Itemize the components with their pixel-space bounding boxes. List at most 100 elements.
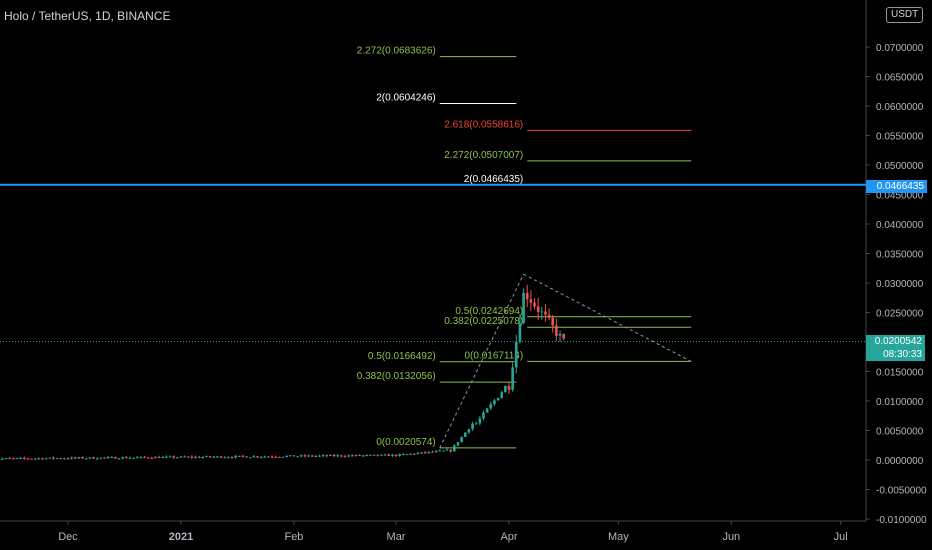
candle-body (504, 386, 507, 393)
price-tick-label: 0.0600000 (876, 102, 924, 113)
fib-level-label: 2.618(0.0558616) (444, 119, 523, 130)
candle-body (445, 449, 449, 451)
candle-body (321, 455, 325, 457)
candle-body (146, 457, 150, 459)
candle-body (165, 456, 168, 458)
candle-body (325, 455, 329, 457)
candle-body (299, 455, 303, 457)
candle-body (172, 456, 175, 458)
fib-level-label: 0.5(0.0242694) (455, 306, 523, 317)
price-tick-label: 0.0350000 (876, 250, 924, 261)
candle-body (496, 397, 500, 401)
trend-lines (439, 273, 692, 449)
candle-body (416, 453, 420, 455)
currency-badge[interactable]: USDT (886, 7, 924, 23)
candle-body (183, 456, 186, 458)
candle-body (259, 456, 263, 458)
candle-body (434, 450, 438, 452)
fib-level-label: 2.272(0.0507007) (444, 150, 523, 161)
fib-level-label: 0.382(0.0132056) (357, 371, 436, 382)
candle-body (409, 453, 412, 455)
candle-body (493, 400, 496, 405)
price-lines (0, 183, 866, 343)
fib-level-label: 2(0.0466435) (464, 174, 524, 185)
candle-body (81, 457, 84, 459)
candle-body (405, 454, 409, 456)
candle-body (48, 457, 52, 459)
price-tick-label: 0.0500000 (876, 161, 924, 172)
candle-body (227, 457, 230, 459)
fib-trend-line (439, 273, 525, 449)
candle-body (216, 456, 219, 458)
price-tick-label: 0.0000000 (876, 456, 924, 467)
candle-body (125, 457, 128, 459)
candle-body (332, 454, 336, 457)
candle-body (350, 455, 354, 457)
candle-body (219, 456, 223, 458)
price-tick-label: 0.0700000 (876, 43, 924, 54)
candle-body (391, 454, 394, 456)
fib-trend-line (523, 273, 692, 362)
candle-body (168, 456, 172, 458)
candle-body (398, 454, 401, 456)
candle-body (507, 386, 511, 390)
candle-body (536, 306, 540, 312)
candle-body (88, 457, 92, 459)
candle-body (289, 455, 292, 457)
candle-body (518, 323, 522, 342)
candle-body (26, 458, 30, 460)
candle-body (234, 455, 237, 458)
candle-body (460, 436, 463, 443)
price-tick-label: 0.0100000 (876, 397, 924, 408)
candle-body (336, 455, 340, 457)
candle-body (456, 442, 460, 446)
candle-body (514, 341, 518, 368)
candle-body (143, 456, 146, 458)
fib-level-label: 0(0.0167114) (464, 350, 523, 361)
candle-body (402, 454, 405, 456)
horizontal-line-price-tag: 0.0466435 (866, 180, 927, 193)
candle-body (212, 456, 216, 458)
time-axis[interactable]: Dec 2021 Feb Mar Apr May Jun Jul (58, 521, 848, 543)
time-tick-label: May (608, 531, 629, 543)
price-tick-label: 0.0300000 (876, 279, 924, 290)
candle-body (270, 456, 274, 458)
candle-body (347, 455, 350, 457)
candle-body (525, 292, 529, 300)
price-axis[interactable]: 0.0700000 0.0650000 0.0600000 0.0550000 0.05… (866, 43, 927, 526)
candle-body (37, 458, 41, 460)
candle-body (30, 458, 33, 460)
candle-body (263, 456, 267, 458)
candle-body (296, 456, 299, 458)
candle-body (522, 292, 525, 324)
candle-body (500, 392, 504, 398)
candle-body (329, 454, 332, 456)
candle-body (442, 450, 445, 452)
candle-body (128, 457, 132, 459)
last-price-tag: 0.0200542 (866, 335, 925, 348)
candle-body (529, 299, 533, 303)
candle-body (63, 458, 66, 460)
candles (0, 284, 565, 461)
grid (0, 0, 867, 522)
candle-body (427, 451, 431, 453)
time-tick-label: Feb (284, 531, 303, 543)
candle-body (278, 456, 281, 458)
candle-body (489, 404, 493, 409)
candle-body (237, 455, 241, 457)
fib-level-label: 0(0.0020574) (376, 437, 436, 448)
candle-body (117, 458, 121, 460)
candle-body (307, 455, 310, 457)
candle-body (380, 454, 383, 456)
candle-body (358, 454, 361, 456)
candle-body (412, 453, 416, 455)
candle-body (551, 317, 555, 326)
candle-body (66, 458, 70, 460)
candle-body (33, 458, 37, 460)
candle-body (179, 456, 183, 458)
price-tick-label: 0.0650000 (876, 73, 924, 84)
candle-body (431, 451, 434, 453)
candle-body (12, 458, 15, 460)
